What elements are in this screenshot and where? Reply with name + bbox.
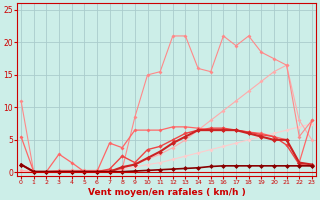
X-axis label: Vent moyen/en rafales ( km/h ): Vent moyen/en rafales ( km/h ): [88, 188, 245, 197]
